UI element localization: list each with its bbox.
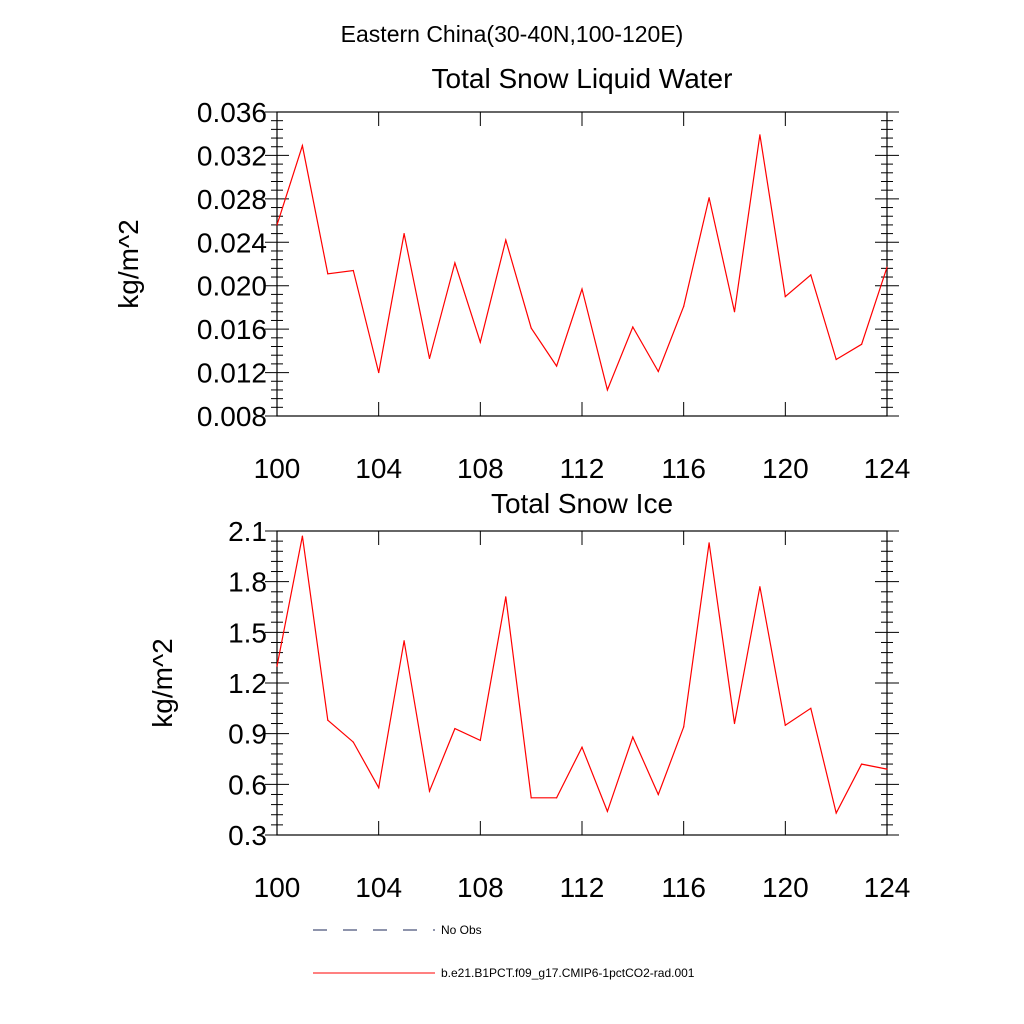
data-point — [886, 768, 888, 770]
y-tick-label: 0.020 — [197, 271, 267, 302]
figure-title: Eastern China(30-40N,100-120E) — [341, 21, 684, 47]
data-point — [784, 724, 786, 726]
data-point — [454, 728, 456, 730]
y-tick-label: 0.008 — [197, 401, 267, 432]
data-point — [505, 596, 507, 598]
data-point — [810, 274, 812, 276]
y-tick-label: 1.8 — [228, 567, 267, 598]
x-tick-label: 100 — [254, 872, 301, 903]
y-tick-label: 0.3 — [228, 820, 267, 851]
y-tick-label: 0.6 — [228, 769, 267, 800]
data-point — [784, 295, 786, 298]
x-tick-label: 108 — [457, 872, 504, 903]
data-point — [733, 722, 736, 725]
y-tick-label: 0.024 — [197, 227, 267, 258]
data-point — [276, 665, 278, 667]
data-point — [708, 197, 710, 199]
data-point — [632, 736, 634, 738]
data-point — [479, 341, 481, 343]
legend-label-2: b.e21.B1PCT.f09_g17.CMIP6-1pctCO2-rad.00… — [441, 966, 695, 980]
y-axis-label: kg/m^2 — [113, 219, 144, 308]
x-tick-label: 120 — [762, 872, 809, 903]
data-point — [352, 269, 354, 272]
legend: No Obs b.e21.B1PCT.f09_g17.CMIP6-1pctCO2-… — [313, 923, 695, 980]
y-tick-label: 1.2 — [228, 668, 267, 699]
data-point — [835, 358, 837, 361]
data-point — [555, 365, 558, 367]
legend-label-1: No Obs — [441, 923, 482, 937]
series-line-1 — [276, 134, 888, 392]
y-tick-label: 0.9 — [228, 719, 267, 750]
data-point — [378, 371, 380, 374]
data-point — [606, 810, 609, 812]
data-point — [683, 726, 685, 728]
x-tick-label: 100 — [254, 453, 301, 484]
y-tick-label: 0.016 — [197, 314, 267, 345]
data-point — [428, 357, 431, 360]
data-point — [352, 741, 354, 743]
data-point — [378, 787, 380, 789]
data-point — [403, 640, 405, 642]
data-point — [733, 311, 736, 313]
data-point — [505, 239, 507, 241]
x-tick-label: 120 — [762, 453, 809, 484]
data-point — [632, 326, 634, 328]
chart-panel-1: Total Snow Liquid Water kg/m^2 100 104 108 11… — [113, 63, 910, 484]
y-tick-label: 0.036 — [197, 97, 267, 128]
x-tick-label: 104 — [355, 872, 402, 903]
y-tick-label: 1.5 — [228, 617, 267, 648]
series-line-1 — [276, 535, 888, 815]
data-point — [860, 763, 863, 765]
data-point — [403, 233, 405, 235]
data-point — [301, 145, 304, 147]
data-point — [581, 288, 583, 290]
x-tick-label: 104 — [355, 453, 402, 484]
data-point — [886, 266, 888, 268]
data-point — [479, 739, 481, 742]
data-point — [530, 327, 532, 329]
y-tick-label: 0.028 — [197, 184, 267, 215]
y-tick-label: 0.032 — [197, 140, 267, 171]
data-point — [530, 797, 532, 799]
chart-title: Total Snow Liquid Water — [432, 63, 733, 94]
x-tick-label: 116 — [661, 872, 706, 903]
plot-frame — [276, 530, 888, 836]
data-point — [327, 719, 329, 721]
data-point — [657, 370, 659, 373]
x-tick-label: 112 — [560, 453, 605, 484]
data-point — [454, 262, 456, 264]
x-tick-label: 112 — [560, 872, 605, 903]
chart-panel-2: Total Snow Ice kg/m^2 100 104 108 112 116 120 12… — [147, 488, 910, 903]
data-point — [759, 134, 761, 136]
data-point — [581, 746, 583, 748]
data-point — [860, 343, 863, 345]
data-point — [683, 305, 685, 307]
data-point — [759, 586, 761, 588]
x-tick-label: 116 — [661, 453, 706, 484]
chart-panels: Total Snow Liquid Water kg/m^2 100 104 108 11… — [113, 63, 910, 903]
chart-title: Total Snow Ice — [491, 488, 673, 519]
data-point — [606, 389, 609, 391]
y-axis-label: kg/m^2 — [147, 638, 178, 727]
data-point — [708, 542, 710, 544]
x-tick-label: 124 — [864, 453, 911, 484]
x-tick-label: 108 — [457, 453, 504, 484]
data-point — [301, 535, 304, 537]
x-tick-label: 124 — [864, 872, 911, 903]
data-point — [428, 790, 431, 792]
y-tick-label: 0.012 — [197, 358, 267, 389]
data-point — [835, 812, 837, 814]
data-point — [657, 793, 659, 796]
data-point — [810, 707, 812, 709]
plot-frame — [276, 111, 888, 417]
data-point — [555, 797, 558, 799]
data-point — [327, 273, 329, 275]
data-point — [276, 224, 278, 226]
y-tick-label: 2.1 — [228, 516, 267, 547]
